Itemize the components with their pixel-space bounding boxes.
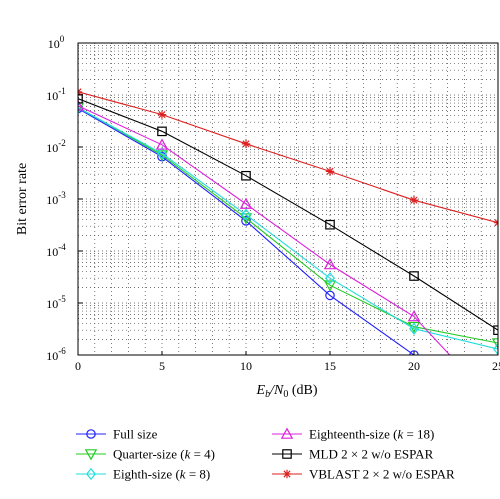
legend-label: MLD 2 × 2 w/o ESPAR <box>309 447 434 462</box>
legend-entry: Full size <box>76 427 158 442</box>
legend-entry: VBLAST 2 × 2 w/o ESPAR <box>272 467 455 482</box>
x-tick-labels: 0 5 10 15 20 25 <box>75 351 500 373</box>
legend-label: Quarter-size (k = 4) <box>113 447 215 462</box>
x-tick-label: 10 <box>240 359 252 373</box>
data-point <box>155 138 169 150</box>
series-line <box>78 91 498 224</box>
data-point <box>78 99 85 111</box>
legend-marker <box>280 427 294 439</box>
data-point <box>239 213 253 225</box>
y-tick-label: 10-6 <box>46 346 66 363</box>
legend-marker <box>86 467 96 481</box>
legend-entry: MLD 2 × 2 w/o ESPAR <box>272 447 434 462</box>
y-tick-label: 10-1 <box>46 86 66 103</box>
data-point <box>241 139 251 149</box>
legend-label: Eighteenth-size (k = 18) <box>309 427 434 442</box>
legend-marker <box>86 429 96 439</box>
series-line <box>78 105 451 355</box>
data-point <box>409 322 419 335</box>
series-2 <box>78 101 498 355</box>
series-line <box>78 106 498 344</box>
series-layer <box>78 87 498 355</box>
legend-marker <box>282 469 292 479</box>
x-tick-label: 25 <box>492 359 500 373</box>
data-point <box>157 126 167 137</box>
y-tick-label: 10-3 <box>46 190 66 207</box>
legend-label: VBLAST 2 × 2 w/o ESPAR <box>309 467 455 482</box>
data-point <box>323 258 337 270</box>
series-3 <box>78 99 451 355</box>
x-tick-label: 5 <box>159 359 165 373</box>
x-tick-label: 20 <box>408 359 420 373</box>
series-line <box>78 108 415 355</box>
data-point <box>78 102 85 114</box>
x-tick-label: 15 <box>324 359 336 373</box>
data-point <box>325 219 335 230</box>
y-tick-label: 10-5 <box>46 294 66 311</box>
data-point <box>239 197 253 209</box>
data-point <box>157 110 167 119</box>
data-point <box>325 272 335 285</box>
data-point <box>409 195 419 205</box>
x-tick-label: 0 <box>75 359 81 373</box>
data-point <box>407 310 421 322</box>
data-point <box>493 342 498 355</box>
data-point <box>409 271 419 281</box>
data-point <box>493 218 498 227</box>
data-point <box>491 338 498 350</box>
legend-marker <box>282 449 292 459</box>
y-tick-labels: 100 10-1 10-2 10-3 10-4 10-5 10-6 <box>46 34 83 363</box>
legend-label: Full size <box>113 427 158 442</box>
series-line <box>78 107 498 350</box>
y-tick-label: 10-4 <box>46 242 66 259</box>
legend-entry: Quarter-size (k = 4) <box>76 447 215 462</box>
y-tick-label: 10-2 <box>46 138 66 155</box>
y-axis-label: Bit error rate <box>15 163 30 235</box>
data-point <box>241 208 251 221</box>
legend: Full size Quarter-size (k = 4) Eighth-size… <box>76 427 455 482</box>
y-tick-label: 100 <box>48 34 65 51</box>
legend-entry: Eighth-size (k = 8) <box>76 467 210 482</box>
series-5 <box>78 87 498 227</box>
data-point <box>241 170 251 181</box>
data-point <box>325 167 335 176</box>
data-point <box>323 280 337 292</box>
legend-label: Eighth-size (k = 8) <box>113 467 210 482</box>
legend-entry: Eighteenth-size (k = 18) <box>272 427 434 442</box>
grid-lines <box>78 43 498 355</box>
legend-marker <box>84 449 98 461</box>
series-line <box>78 98 498 331</box>
data-point <box>157 147 167 160</box>
x-axis-label: Eb/N0 (dB) <box>256 383 318 400</box>
